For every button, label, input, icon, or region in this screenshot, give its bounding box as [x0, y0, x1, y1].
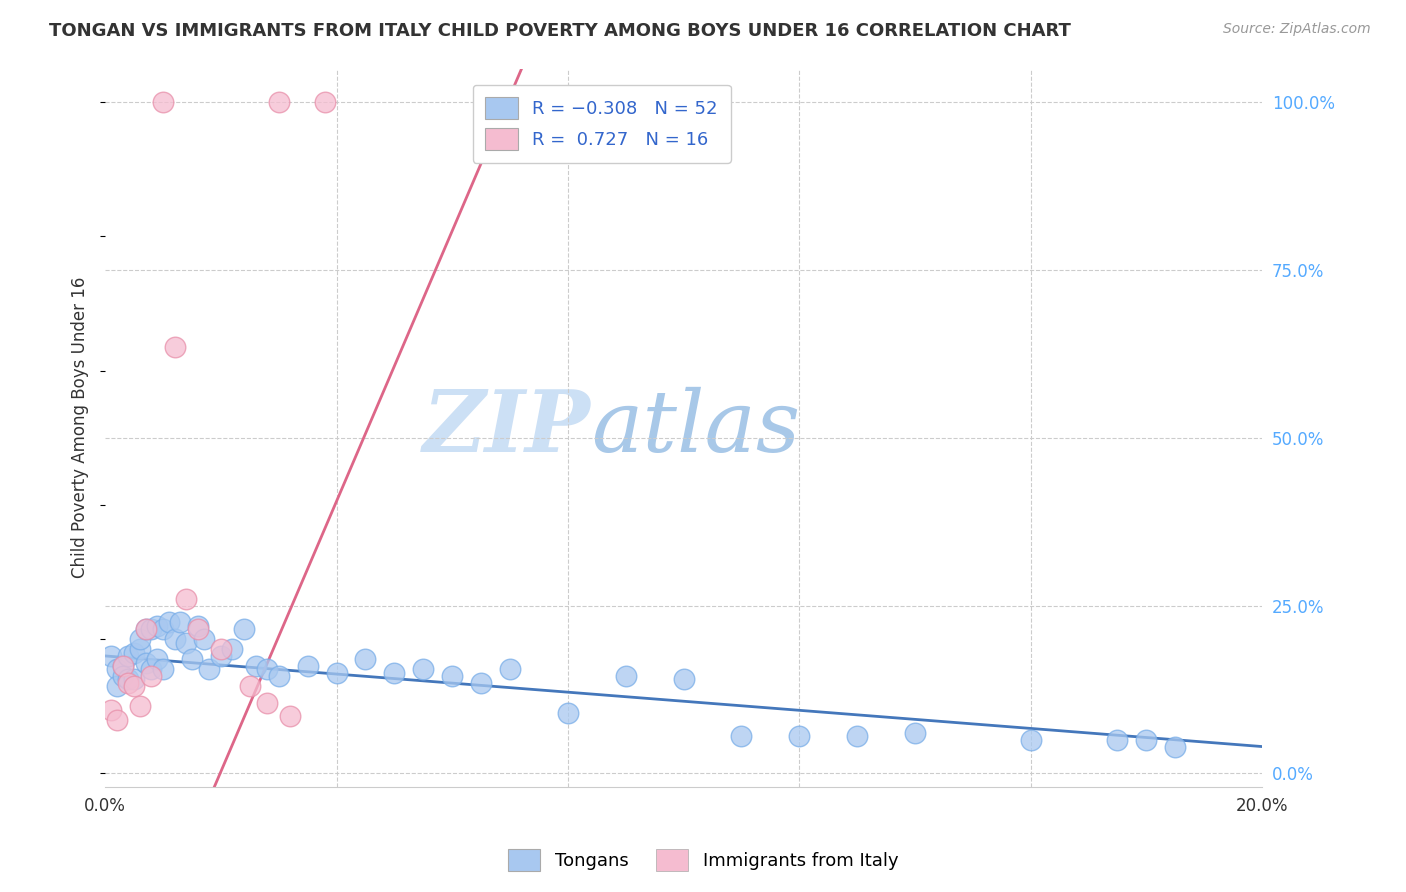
- Point: [499, 662, 522, 676]
- Point: [181, 652, 204, 666]
- Point: [672, 673, 695, 687]
- Point: [187, 618, 209, 632]
- Point: [111, 659, 134, 673]
- Point: [163, 340, 186, 354]
- Point: [297, 659, 319, 673]
- Point: [100, 648, 122, 663]
- Point: [174, 591, 197, 606]
- Point: [1164, 739, 1187, 754]
- Legend: R = −0.308   N = 52, R =  0.727   N = 16: R = −0.308 N = 52, R = 0.727 N = 16: [472, 85, 731, 163]
- Point: [198, 662, 221, 676]
- Point: [787, 730, 810, 744]
- Point: [105, 713, 128, 727]
- Point: [256, 696, 278, 710]
- Point: [122, 673, 145, 687]
- Point: [111, 669, 134, 683]
- Point: [129, 642, 152, 657]
- Point: [187, 622, 209, 636]
- Point: [105, 662, 128, 676]
- Text: ZIP: ZIP: [423, 386, 591, 469]
- Legend: Tongans, Immigrants from Italy: Tongans, Immigrants from Italy: [501, 842, 905, 879]
- Point: [100, 703, 122, 717]
- Point: [152, 622, 174, 636]
- Point: [135, 622, 157, 636]
- Text: Source: ZipAtlas.com: Source: ZipAtlas.com: [1223, 22, 1371, 37]
- Point: [412, 662, 434, 676]
- Point: [129, 699, 152, 714]
- Point: [122, 679, 145, 693]
- Point: [105, 679, 128, 693]
- Point: [314, 95, 336, 109]
- Point: [135, 656, 157, 670]
- Point: [245, 659, 267, 673]
- Point: [141, 662, 163, 676]
- Point: [117, 648, 139, 663]
- Point: [141, 669, 163, 683]
- Point: [441, 669, 464, 683]
- Point: [117, 675, 139, 690]
- Point: [354, 652, 377, 666]
- Point: [193, 632, 215, 647]
- Text: atlas: atlas: [591, 386, 800, 469]
- Point: [174, 635, 197, 649]
- Point: [221, 642, 243, 657]
- Point: [256, 662, 278, 676]
- Point: [904, 726, 927, 740]
- Point: [209, 642, 232, 657]
- Point: [152, 95, 174, 109]
- Point: [135, 622, 157, 636]
- Text: TONGAN VS IMMIGRANTS FROM ITALY CHILD POVERTY AMONG BOYS UNDER 16 CORRELATION CH: TONGAN VS IMMIGRANTS FROM ITALY CHILD PO…: [49, 22, 1071, 40]
- Point: [146, 652, 169, 666]
- Point: [111, 659, 134, 673]
- Point: [730, 730, 752, 744]
- Point: [1107, 732, 1129, 747]
- Point: [614, 669, 637, 683]
- Point: [122, 646, 145, 660]
- Point: [152, 662, 174, 676]
- Point: [146, 618, 169, 632]
- Point: [325, 665, 347, 680]
- Point: [141, 622, 163, 636]
- Point: [117, 673, 139, 687]
- Point: [129, 632, 152, 647]
- Point: [209, 648, 232, 663]
- Point: [163, 632, 186, 647]
- Y-axis label: Child Poverty Among Boys Under 16: Child Poverty Among Boys Under 16: [72, 277, 89, 578]
- Point: [169, 615, 191, 630]
- Point: [267, 95, 290, 109]
- Point: [157, 615, 180, 630]
- Point: [267, 669, 290, 683]
- Point: [1135, 732, 1157, 747]
- Point: [384, 665, 406, 680]
- Point: [278, 709, 301, 723]
- Point: [557, 706, 579, 720]
- Point: [846, 730, 869, 744]
- Point: [1019, 732, 1042, 747]
- Point: [239, 679, 262, 693]
- Point: [233, 622, 256, 636]
- Point: [470, 675, 492, 690]
